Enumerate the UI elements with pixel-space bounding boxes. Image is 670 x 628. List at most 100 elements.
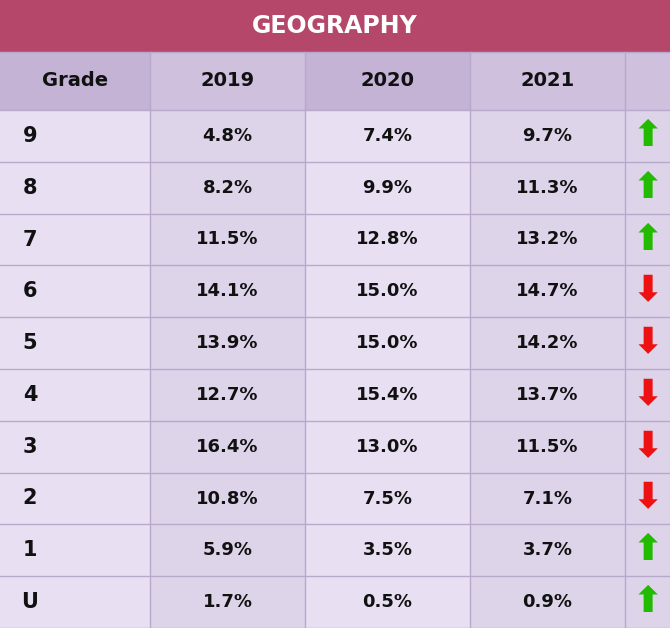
Bar [625, 110, 670, 162]
Bar [305, 110, 470, 162]
Text: ⬇: ⬇ [633, 378, 663, 412]
Bar [625, 266, 670, 317]
Text: 11.5%: 11.5% [517, 438, 579, 456]
Bar [470, 577, 625, 628]
Bar [625, 162, 670, 214]
Bar [470, 110, 625, 162]
Text: 4: 4 [23, 385, 38, 405]
Bar [305, 317, 470, 369]
Text: 15.0%: 15.0% [356, 334, 419, 352]
Text: 7: 7 [23, 229, 38, 249]
Text: 11.5%: 11.5% [196, 230, 259, 249]
Text: 1.7%: 1.7% [202, 593, 253, 611]
Bar [150, 369, 305, 421]
Text: 5.9%: 5.9% [202, 541, 253, 560]
Text: 10.8%: 10.8% [196, 489, 259, 507]
Text: 7.5%: 7.5% [362, 489, 413, 507]
Bar [625, 577, 670, 628]
Bar [305, 214, 470, 266]
Bar [150, 524, 305, 577]
Text: 3.5%: 3.5% [362, 541, 413, 560]
Text: 13.0%: 13.0% [356, 438, 419, 456]
Text: 9.9%: 9.9% [362, 179, 413, 197]
Bar [625, 524, 670, 577]
Text: 5: 5 [23, 333, 38, 353]
Bar [150, 110, 305, 162]
Bar [470, 162, 625, 214]
Text: ⬇: ⬇ [633, 482, 663, 516]
Text: ⬆: ⬆ [633, 533, 663, 567]
Bar [625, 473, 670, 524]
Bar [150, 317, 305, 369]
Bar [470, 473, 625, 524]
Text: 9.7%: 9.7% [523, 127, 572, 145]
Text: ⬇: ⬇ [633, 430, 663, 463]
Text: 3.7%: 3.7% [523, 541, 572, 560]
Bar [470, 52, 625, 110]
Bar [305, 421, 470, 473]
Text: 13.7%: 13.7% [517, 386, 579, 404]
Bar [470, 317, 625, 369]
Bar [305, 577, 470, 628]
Text: ⬇: ⬇ [633, 326, 663, 360]
Bar [0, 369, 150, 421]
Bar [0, 162, 150, 214]
Bar [305, 52, 470, 110]
Text: 13.2%: 13.2% [517, 230, 579, 249]
Text: 8.2%: 8.2% [202, 179, 253, 197]
Bar [470, 421, 625, 473]
Text: 2: 2 [23, 489, 38, 509]
Text: ⬆: ⬆ [633, 119, 663, 153]
Text: 15.4%: 15.4% [356, 386, 419, 404]
Text: U: U [21, 592, 38, 612]
Text: 7.4%: 7.4% [362, 127, 413, 145]
Bar [150, 421, 305, 473]
Text: 9: 9 [23, 126, 38, 146]
Bar [470, 214, 625, 266]
Bar [0, 473, 150, 524]
Text: 12.7%: 12.7% [196, 386, 259, 404]
Text: 14.2%: 14.2% [517, 334, 579, 352]
Text: 1: 1 [23, 540, 38, 560]
Bar [0, 524, 150, 577]
Text: 16.4%: 16.4% [196, 438, 259, 456]
Bar [470, 524, 625, 577]
Bar [305, 524, 470, 577]
Bar [305, 473, 470, 524]
Bar [625, 317, 670, 369]
Bar [150, 266, 305, 317]
Text: GEOGRAPHY: GEOGRAPHY [252, 14, 418, 38]
Bar [625, 369, 670, 421]
Bar [150, 214, 305, 266]
Text: 8: 8 [23, 178, 38, 198]
Text: 14.7%: 14.7% [517, 283, 579, 300]
Text: 7.1%: 7.1% [523, 489, 572, 507]
Bar [0, 266, 150, 317]
Bar [305, 266, 470, 317]
Text: 2021: 2021 [521, 72, 575, 90]
Text: 2019: 2019 [200, 72, 255, 90]
Text: ⬆: ⬆ [633, 585, 663, 619]
Text: ⬆: ⬆ [633, 222, 663, 256]
Text: 2020: 2020 [360, 72, 415, 90]
Bar [0, 110, 150, 162]
Text: 14.1%: 14.1% [196, 283, 259, 300]
Bar [150, 162, 305, 214]
Text: 12.8%: 12.8% [356, 230, 419, 249]
Bar [470, 266, 625, 317]
Bar [0, 214, 150, 266]
Bar [150, 473, 305, 524]
Bar [150, 52, 305, 110]
Bar [150, 577, 305, 628]
Text: 0.5%: 0.5% [362, 593, 413, 611]
Text: Grade: Grade [42, 72, 108, 90]
Bar [625, 52, 670, 110]
Text: ⬆: ⬆ [633, 171, 663, 205]
Bar [625, 421, 670, 473]
Text: 0.9%: 0.9% [523, 593, 572, 611]
Text: 3: 3 [23, 436, 38, 457]
Text: 6: 6 [23, 281, 38, 301]
Bar [0, 421, 150, 473]
Bar [470, 369, 625, 421]
Text: 15.0%: 15.0% [356, 283, 419, 300]
